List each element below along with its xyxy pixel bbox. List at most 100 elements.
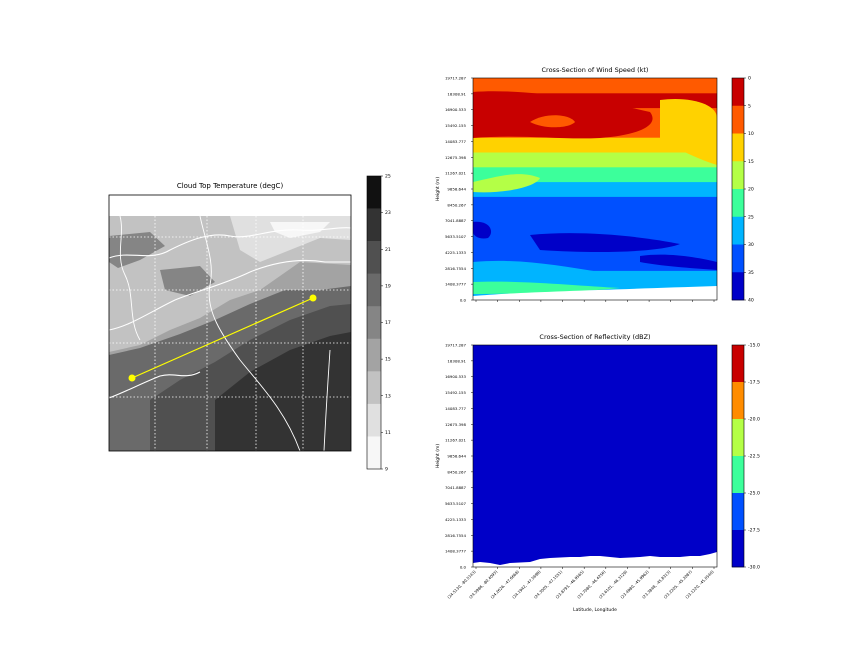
wind-contour-region [660,98,717,165]
cross-section-line [131,297,314,379]
wind-colorbar-swatch [732,133,744,162]
wind-band [473,78,717,94]
cloud-top-colorbar-swatch [367,241,381,274]
wind-ytick-tick-label: 11267.021 [445,171,467,176]
refl-ytick-tick-label: 8450.267 [447,469,466,474]
wind-colorbar-swatch [732,161,744,190]
wind-ylabel: Height (m) [435,177,441,201]
wind-colorbar-swatch [732,189,744,218]
refl-colorbar-tick-label: -17.5 [748,380,760,386]
wind-colorbar-tick-label: 25 [748,214,754,220]
cloud-top-colorbar-swatch [367,338,381,372]
wind-contour-region [530,233,680,252]
cloud-top-colorbar-swatch [367,306,381,340]
map-contour-north [109,227,351,259]
refl-ytick-tick-label: 16900.533 [445,374,467,379]
wind-field [473,78,717,300]
wind-colorbar-tick-label: 5 [748,103,751,109]
refl-ytick-tick-label: 18308.91 [447,358,466,363]
refl-colorbar-tick-label: -22.5 [748,454,760,460]
wind-colorbar-swatch [732,78,744,107]
wind-ytick-tick-label: 18308.91 [447,91,466,96]
wind-colorbar-swatch [732,244,744,273]
wind-contour-region [640,254,717,270]
refl-ytick-tick-label: 14083.777 [445,406,467,411]
cloud-top-colorbar-tick-label: 17 [385,320,391,326]
wind-band [473,137,717,153]
cloud-top-colorbar-swatch [367,176,381,209]
wind-ytick-tick-label: 2816.7554 [445,266,467,271]
cloud-top-colorbar-tick-label: 25 [385,174,391,180]
cloud-top-colorbar-tick-label: 11 [385,430,391,436]
refl-x-ticks: (24.5130, -80.5143)(24.5986, -80.4093)(2… [446,567,715,600]
map-coastline-se [323,349,331,451]
wind-ytick-tick-label: 19717.287 [445,76,467,81]
refl-ytick-tick-label: 4225.1333 [445,517,467,522]
cloud-top-colorbar-swatch [367,273,381,307]
wind-contour-region [530,115,575,128]
refl-ytick-tick-label: 1408.3777 [445,549,467,554]
wind-x-ticks [475,300,715,302]
wind-ytick-tick-label: 1408.3777 [445,282,467,287]
wind-contour-region [473,286,717,300]
cloud-top-colorbar-swatch [367,436,381,470]
wind-contour-region [473,221,492,239]
cloud-top-colorbar: 25 23 21 19 17 15 13 11 9 [366,174,391,473]
cross-section-start-marker [128,374,136,382]
wind-colorbar-tick-label: 0 [748,76,751,82]
refl-colorbar-swatch [732,456,744,494]
cloud-top-title: Cloud Top Temperature (degC) [177,182,284,190]
wind-colorbar-swatch [732,216,744,245]
cloud-top-colorbar-tick-label: 13 [385,393,391,399]
cloud-top-colorbar-swatch [367,371,381,405]
cloud-top-colorbar-tick-label: 21 [385,247,391,253]
wind-band [473,196,717,212]
refl-ytick-tick-label: 5633.5107 [445,501,467,506]
wind-title: Cross-Section of Wind Speed (kt) [542,66,649,74]
map-fill-sw [109,370,150,451]
wind-ytick-tick-label: 14083.777 [445,139,467,144]
refl-colorbar-tick-label: -27.5 [748,528,760,534]
wind-ytick-tick-label: 12675.398 [445,155,467,160]
wind-ytick-tick-label: 9858.644 [447,187,466,192]
refl-ytick-tick-label: 12675.398 [445,422,467,427]
map-coastline-west [119,215,141,341]
cloud-top-colorbar-tick-label: 19 [385,283,391,289]
refl-ylabel: Height (m) [435,444,441,468]
refl-title: Cross-Section of Reflectivity (dBZ) [539,333,650,341]
refl-y-ticks: 0.0 1408.3777 2816.7554 4225.1333 5633.5107 7… [445,343,473,570]
wind-ytick-tick-label: 16900.533 [445,107,467,112]
wind-contour-region [473,174,540,193]
refl-ytick-tick-label: 7041.8887 [445,485,467,490]
wind-contour-region [473,260,600,280]
refl-colorbar: -15.0 -17.5 -20.0 -22.5 -25.0 -27.5 -30.0 [731,343,760,571]
wind-panel: Cross-Section of Wind Speed (kt) 0.0 1408… [435,66,718,303]
map-grid [109,195,351,451]
wind-ytick-tick-label: 5633.5107 [445,234,467,239]
wind-colorbar: 0 5 10 15 20 25 30 35 40 [731,76,754,304]
wind-ytick-tick-label: 7041.8887 [445,218,467,223]
refl-colorbar-tick-label: -25.0 [748,491,760,497]
map-contour-south [109,371,201,399]
refl-colorbar-swatch [732,419,744,457]
wind-ytick-tick-label: 8450.267 [447,202,466,207]
refl-ytick-tick-label: 0.0 [460,565,467,570]
cloud-top-colorbar-tick-label: 23 [385,210,391,216]
wind-y-ticks: 0.0 1408.3777 2816.7554 4225.1333 5633.5107 7… [445,76,473,303]
refl-ytick-tick-label: 9858.644 [447,454,466,459]
wind-band [473,211,717,227]
wind-colorbar-tick-label: 40 [748,298,754,304]
wind-ytick-tick-label: 0.0 [460,298,467,303]
refl-colorbar-swatch [732,382,744,420]
refl-ytick-tick-label: 15492.155 [445,390,467,395]
map-frame [108,194,352,452]
refl-ytick-tick-label: 11267.021 [445,438,467,443]
refl-xlabel: Latitude, Longitude [573,607,617,613]
refl-colorbar-swatch [732,530,744,568]
wind-colorbar-tick-label: 20 [748,187,754,193]
map-fill-patch-a [109,232,165,268]
map-coastline-east [199,215,301,451]
refl-field [473,345,717,565]
refl-colorbar-tick-label: -15.0 [748,343,760,349]
map-contour-mid [109,259,351,331]
